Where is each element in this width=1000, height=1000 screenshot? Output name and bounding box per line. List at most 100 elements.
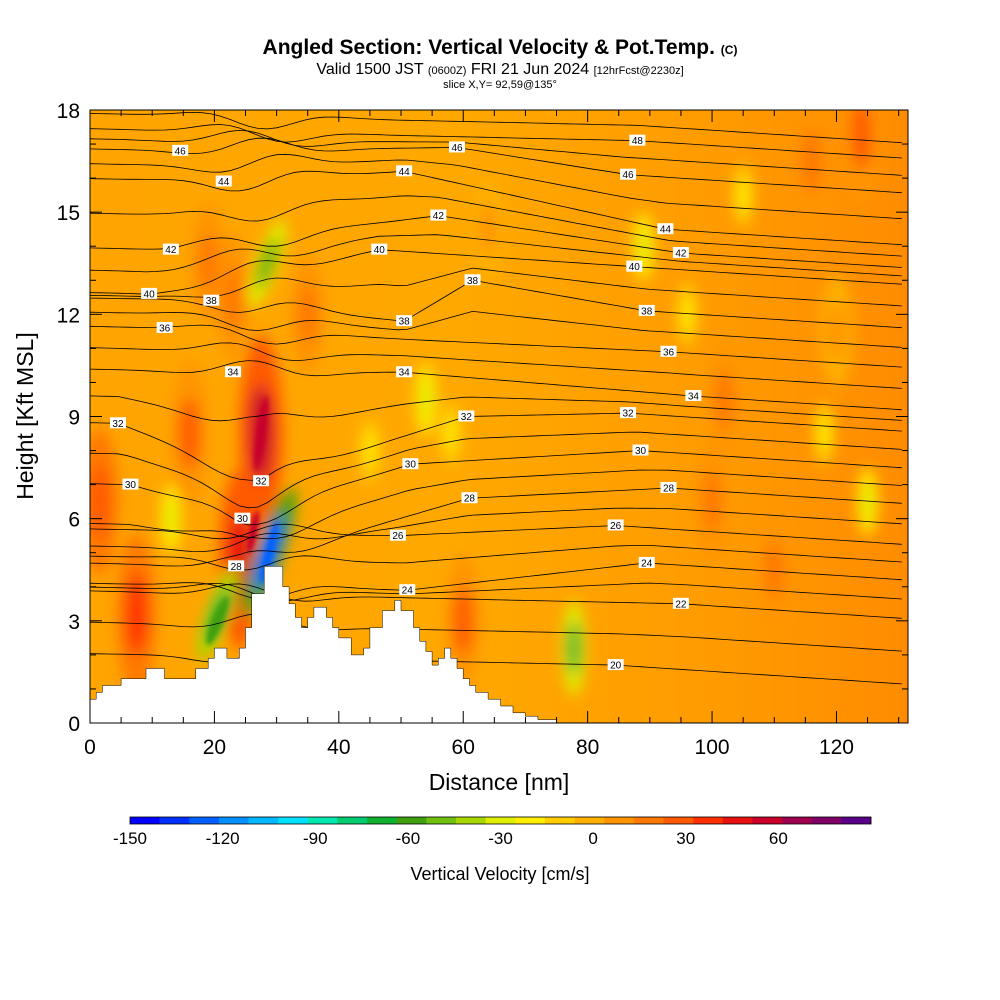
isotherm-label: 26	[389, 529, 406, 542]
colorbar-swatch	[278, 817, 309, 824]
isotherm-label: 44	[215, 175, 232, 188]
isotherm-line	[90, 279, 902, 329]
isotherm-label: 38	[464, 274, 481, 287]
isotherm-label-box	[396, 366, 413, 378]
isotherm-label-box	[122, 478, 139, 490]
isotherm-line	[90, 234, 902, 277]
y-tick-label: 3	[68, 611, 80, 634]
downdraft-cell-core	[638, 227, 650, 266]
isotherm-line	[90, 267, 902, 307]
y-tick-label: 15	[57, 202, 80, 225]
colorbar-tick-label: -30	[488, 829, 513, 848]
isotherm-label: 44	[396, 165, 413, 178]
downdraft-cell-core	[818, 415, 830, 452]
isotherm-label: 30	[402, 458, 419, 471]
y-tick-label: 9	[68, 407, 80, 430]
isotherm-label-text: 28	[464, 494, 476, 505]
isotherm-label-text: 42	[165, 245, 177, 256]
isotherm-label: 42	[672, 247, 689, 260]
isotherm-label-text: 26	[610, 521, 622, 532]
updraft-core	[246, 510, 259, 554]
forecast-tag: [12hrFcst@2230z]	[593, 65, 684, 77]
downdraft-cell-core	[364, 432, 376, 469]
colorbar-title: Vertical Velocity [cm/s]	[410, 864, 589, 884]
colorbar-tick-label: -120	[206, 829, 240, 848]
x-tick-label: 40	[327, 736, 350, 759]
isotherm-label-text: 44	[218, 177, 230, 188]
colorbar-swatch	[396, 817, 427, 824]
colorbar: -150 -120 -90 -60 -30 0 30 60	[113, 816, 872, 848]
isotherm-label-text: 38	[467, 276, 479, 287]
isotherm-label-text: 28	[663, 484, 675, 495]
terrain	[90, 566, 557, 723]
updraft-cell-core	[179, 397, 200, 470]
colorbar-swatch	[752, 817, 783, 824]
downdraft-cell-core	[862, 482, 874, 521]
isotherm-label-text: 34	[399, 368, 411, 379]
y-tick-label: 12	[57, 304, 80, 327]
x-tick-label: 120	[819, 736, 854, 759]
isotherm-label-box	[632, 444, 649, 456]
colorbar-swatch	[811, 817, 842, 824]
updraft-cell-core	[223, 266, 243, 329]
isotherm-label-text: 20	[610, 661, 622, 672]
isotherm-label-box	[234, 512, 251, 524]
isotherm-label-text: 46	[623, 170, 635, 181]
updraft-cell-core	[453, 587, 474, 655]
updraft-cell-core	[125, 573, 148, 655]
isotherm-label-box	[626, 260, 643, 272]
isotherm-label-text: 30	[405, 460, 417, 471]
isotherm-label: 28	[461, 492, 478, 505]
colorbar-swatch	[841, 817, 872, 824]
title-unit-tag: (C)	[720, 43, 738, 57]
title-main: Angled Section: Vertical Velocity & Pot.…	[262, 36, 715, 59]
isotherm-label: 38	[203, 294, 220, 307]
y-tick-label: 18	[57, 100, 80, 123]
isotherm-label-box	[228, 560, 245, 572]
isotherm-line	[90, 582, 902, 602]
isotherm-label: 38	[638, 304, 655, 317]
isotherm-label-text: 28	[231, 562, 243, 573]
isotherm-label-box	[620, 168, 637, 180]
updraft-cell-core	[479, 202, 498, 256]
isotherm-label: 34	[225, 366, 242, 379]
isotherm-label-text: 32	[461, 412, 473, 423]
isotherm-label-text: 42	[433, 211, 445, 222]
valid-time-line: Valid 1500 JST (0600Z) FRI 21 Jun 2024 […	[0, 62, 1000, 79]
isotherm-line	[90, 195, 902, 257]
updraft-cell-core	[298, 284, 318, 345]
colorbar-swatch	[663, 817, 694, 824]
x-tick-label: 20	[203, 736, 226, 759]
isotherm-label: 48	[629, 134, 646, 147]
x-tick-label: 60	[452, 736, 475, 759]
updraft-cell-core	[801, 128, 822, 194]
isotherm-label-box	[458, 410, 475, 422]
isotherm-label: 40	[141, 287, 158, 300]
isotherm-line	[90, 613, 902, 652]
isotherm-label-box	[629, 134, 646, 146]
isotherm-label: 36	[156, 321, 173, 334]
isotherm-label-text: 32	[623, 409, 635, 420]
isotherm-label: 24	[638, 556, 655, 569]
colorbar-swatch	[189, 817, 220, 824]
isotherm-line	[90, 395, 902, 422]
isotherm-label-box	[172, 144, 189, 156]
x-tick-label: 100	[695, 736, 730, 759]
isotherm-label-box	[607, 659, 624, 671]
isotherm-label-text: 46	[175, 146, 187, 157]
isotherm-label: 32	[458, 410, 475, 423]
isotherm-label-box	[396, 315, 413, 327]
isotherm-label-text: 38	[206, 296, 218, 307]
isotherm-label: 34	[685, 390, 702, 403]
isotherm-label: 46	[620, 168, 637, 181]
isotherm-label-box	[672, 247, 689, 259]
isotherm-label-box	[660, 482, 677, 494]
isotherm-label-text: 24	[402, 586, 414, 597]
isotherm-label-box	[371, 243, 388, 255]
isotherm-label: 34	[396, 366, 413, 379]
downdraft-cell-core	[256, 238, 278, 288]
isotherm-line	[90, 545, 902, 571]
x-tick-label: 80	[576, 736, 599, 759]
colorbar-swatch	[485, 817, 516, 824]
